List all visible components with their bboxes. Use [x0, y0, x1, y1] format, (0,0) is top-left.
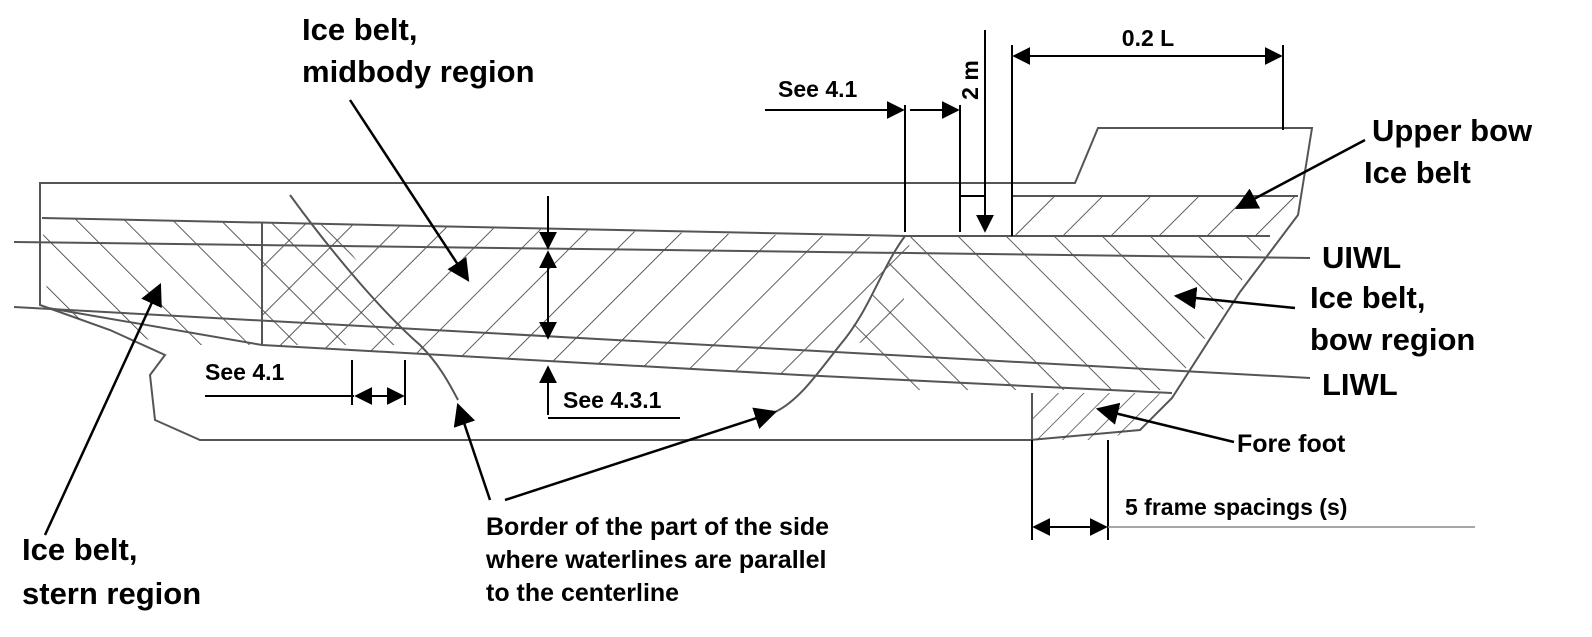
label-see-4-1-top: See 4.1: [778, 76, 857, 102]
uiwl-line: [13, 241, 1311, 259]
dimension-see-4-3-1: [539, 196, 680, 419]
bow-region-hatch: [840, 236, 1270, 390]
dimension-see-4-1-bottom: [205, 360, 406, 405]
dimension-0-2-L: [1011, 45, 1284, 236]
label-upper-bow-ice-belt: Upper bow Ice belt: [1364, 113, 1541, 190]
midbody-region-hatch: [262, 223, 910, 375]
label-ice-belt-midbody: Ice belt, midbody region: [302, 12, 535, 89]
label-frame-spacings: 5 frame spacings (s): [1125, 494, 1347, 520]
label-ice-belt-stern: Ice belt, stern region: [22, 532, 201, 611]
liwl-line: [13, 306, 1311, 379]
stern-region-hatch: [42, 218, 262, 345]
upper-bow-belt-hatch: [1012, 196, 1298, 236]
label-see-4-3-1: See 4.3.1: [563, 387, 662, 413]
dimension-2m: [904, 30, 994, 233]
label-0-2-L: 0.2 L: [1122, 25, 1174, 51]
fore-foot-hatch: [1032, 393, 1160, 440]
dimension-frame-spacings: [1031, 440, 1475, 540]
label-ice-belt-bow: Ice belt, bow region: [1310, 280, 1475, 357]
label-fore-foot: Fore foot: [1237, 430, 1346, 458]
label-border-note: Border of the part of the side where wat…: [485, 513, 836, 607]
label-2m: 2 m: [957, 60, 983, 100]
leader-arrows: [43, 99, 1366, 536]
transition-region-hatch: [262, 223, 420, 345]
label-uiwl: UIWL: [1322, 240, 1401, 275]
label-see-4-1-bottom: See 4.1: [205, 359, 284, 385]
label-liwl: LIWL: [1322, 367, 1398, 402]
